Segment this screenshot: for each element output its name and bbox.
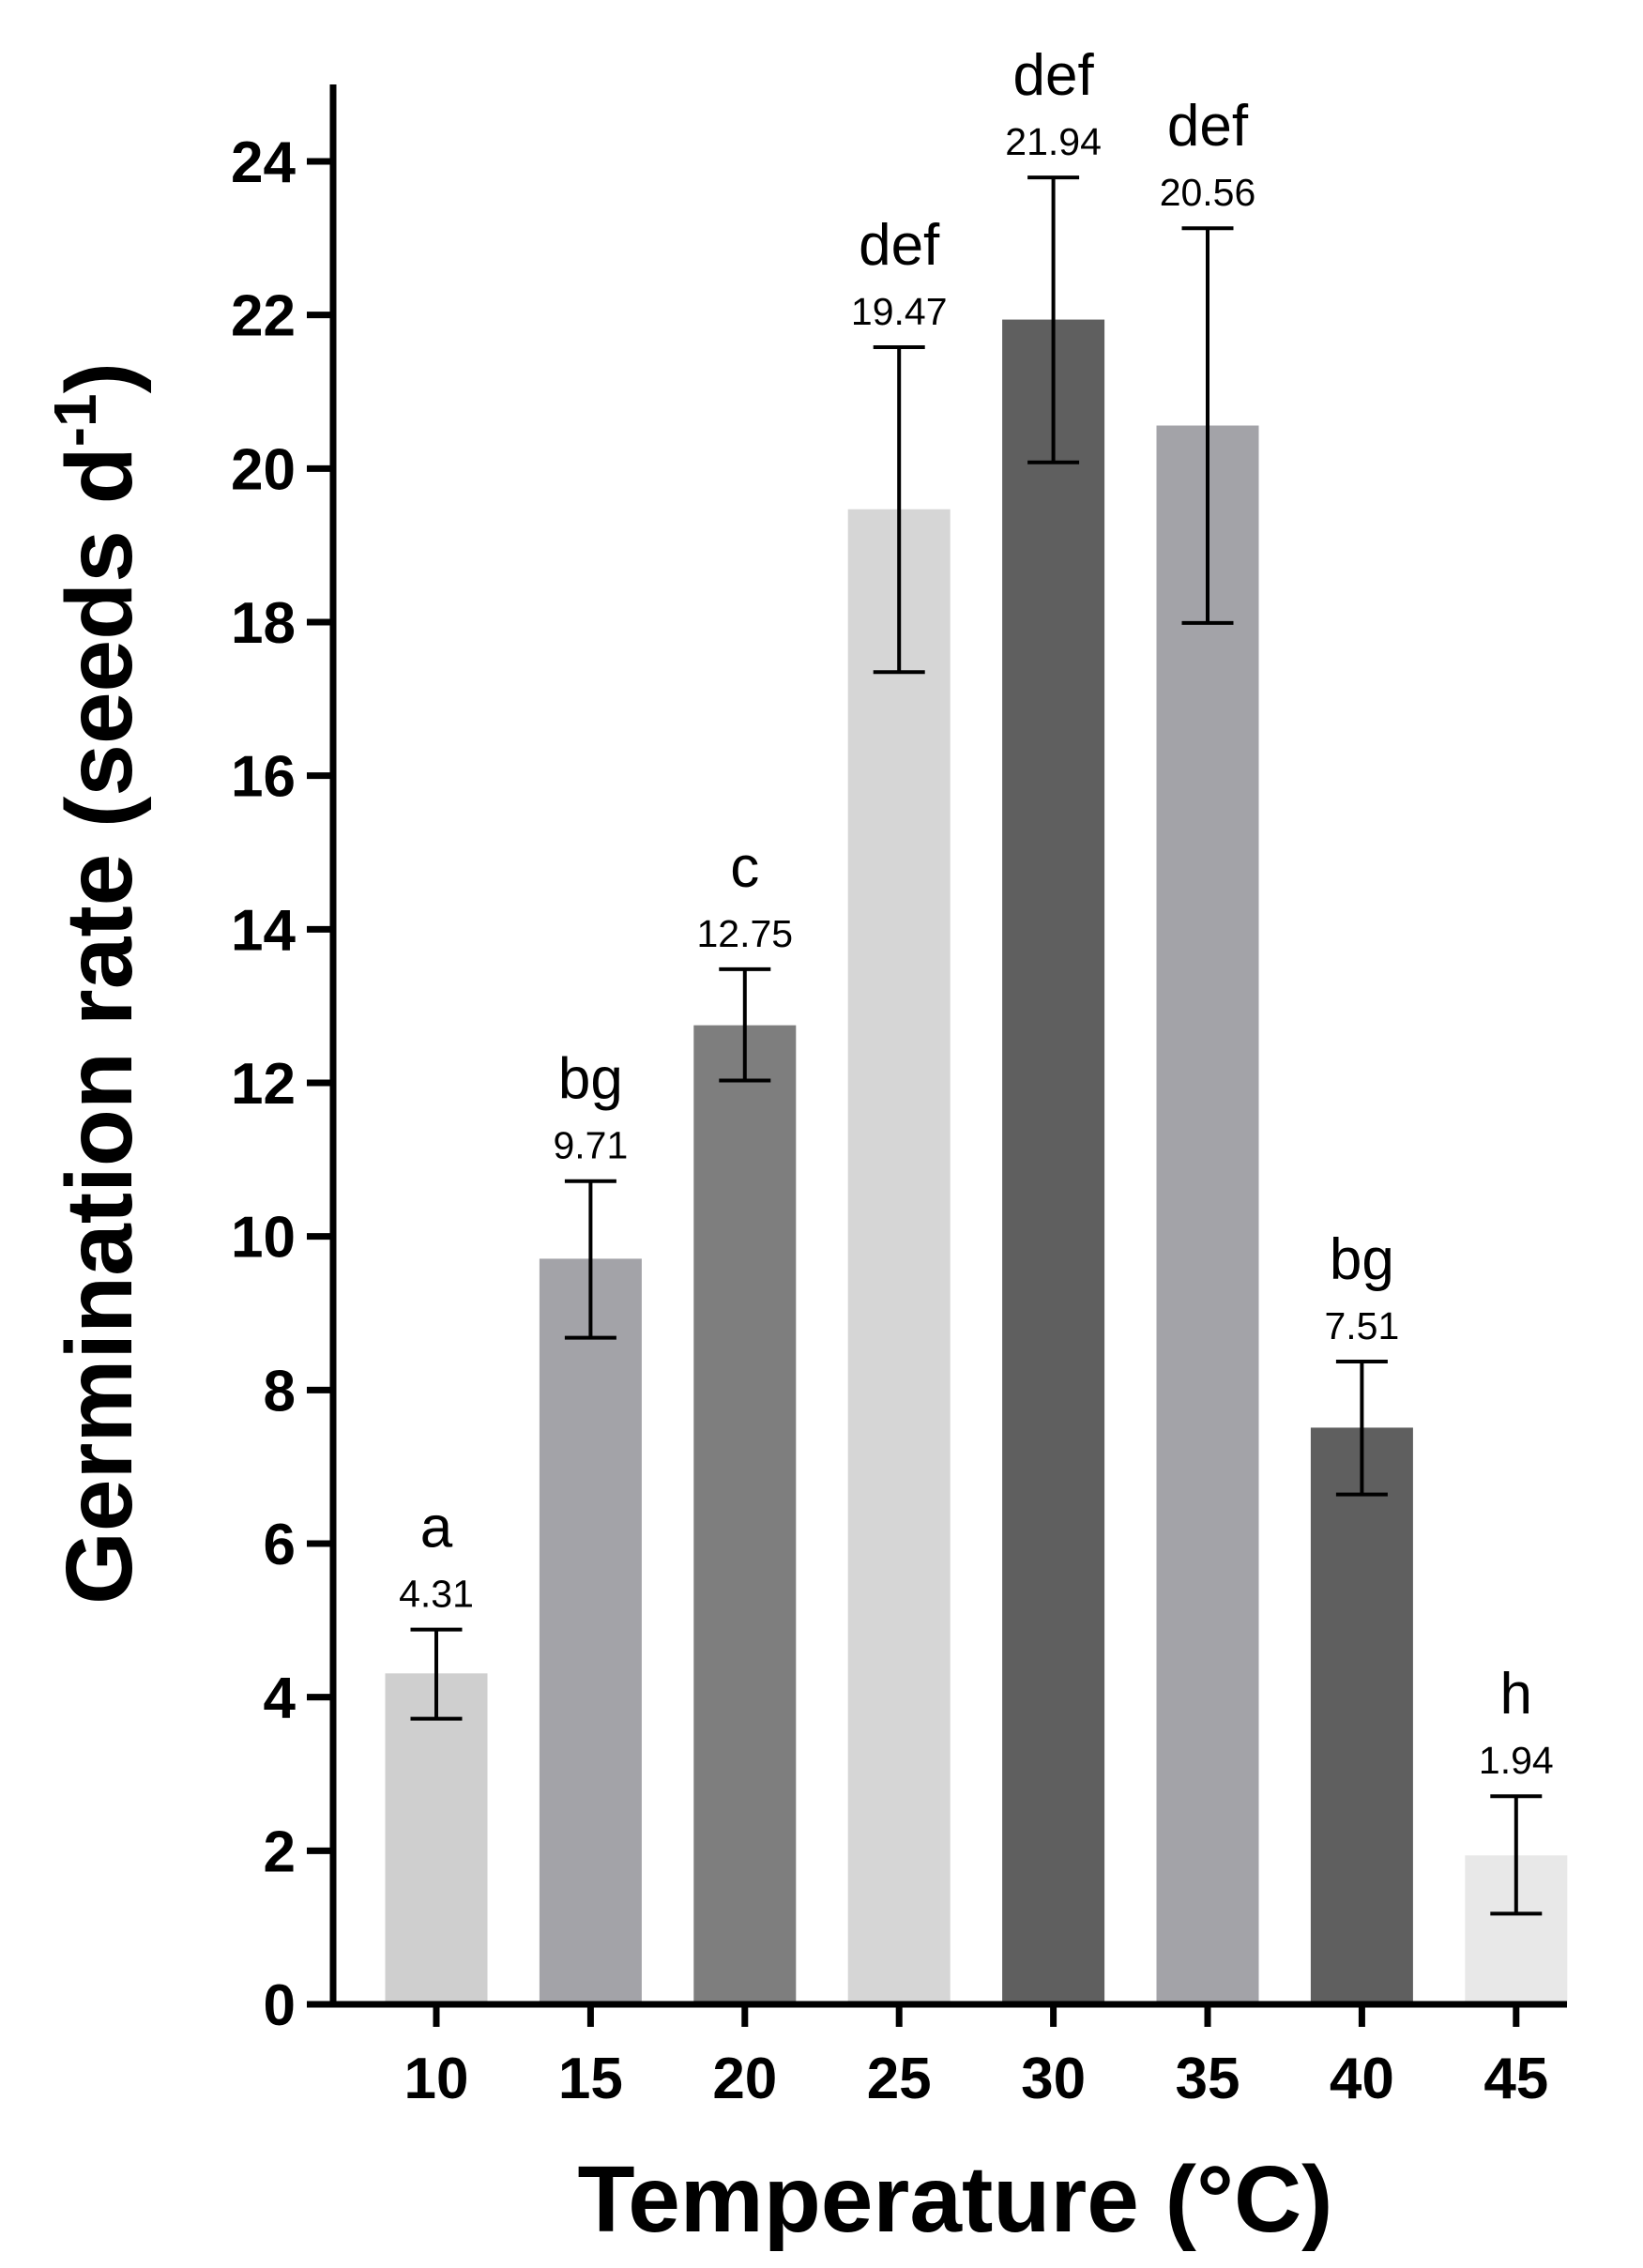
bar: [693, 1025, 797, 2004]
y-tick-label: 24: [231, 130, 296, 195]
significance-letter: a: [420, 1496, 453, 1560]
y-axis-title: Germination rate (seeds d-1): [41, 362, 152, 1605]
x-tick-label: 25: [867, 2047, 932, 2111]
significance-letter: bg: [558, 1047, 623, 1112]
y-tick-label: 4: [264, 1667, 297, 1731]
y-tick-label: 6: [264, 1513, 296, 1577]
bar: [847, 509, 951, 2004]
value-label: 19.47: [851, 290, 948, 333]
error-bars-group: [410, 175, 1543, 1916]
y-axis-title-main: Germination rate (seeds d: [47, 447, 152, 1605]
y-tick-label: 0: [264, 1973, 296, 2038]
x-tick-label: 20: [712, 2047, 777, 2111]
y-tick-label: 10: [231, 1206, 296, 1271]
x-tick-label: 10: [404, 2047, 469, 2111]
significance-letter: c: [730, 835, 759, 900]
bar: [1156, 425, 1259, 2005]
bar: [539, 1258, 642, 2004]
bars-group: [385, 319, 1568, 2005]
significance-letter: def: [1167, 94, 1249, 159]
significance-labels-group: a bg c def def def bg h: [420, 43, 1532, 1727]
y-tick-label: 2: [264, 1819, 296, 1884]
value-label: 7.51: [1324, 1304, 1399, 1347]
y-tick-label: 12: [231, 1052, 296, 1117]
significance-letter: bg: [1330, 1227, 1394, 1292]
bar: [1310, 1427, 1413, 2004]
x-tick-label: 30: [1021, 2047, 1086, 2111]
y-axis-title-superscript: -1: [41, 393, 109, 447]
y-tick-label: 22: [231, 284, 296, 349]
x-tick-label: 40: [1330, 2047, 1394, 2111]
x-ticks-group: 10 15 20 25 30 35 40 45: [404, 2004, 1548, 2111]
y-tick-label: 8: [264, 1359, 296, 1423]
y-axis-title-close: ): [47, 362, 152, 393]
bar: [385, 1673, 488, 2004]
value-labels-group: 4.31 9.71 12.75 19.47 21.94 20.56 7.51 1.94: [399, 120, 1554, 1782]
value-label: 12.75: [696, 912, 793, 955]
y-tick-label: 18: [231, 591, 296, 656]
value-label: 1.94: [1479, 1739, 1554, 1782]
value-label: 4.31: [399, 1573, 474, 1616]
value-label: 21.94: [1005, 120, 1102, 163]
x-tick-label: 15: [558, 2047, 623, 2111]
significance-letter: def: [859, 213, 940, 278]
y-tick-label: 14: [231, 898, 296, 963]
x-tick-label: 45: [1483, 2047, 1548, 2111]
y-tick-label: 20: [231, 437, 296, 502]
significance-letter: def: [1012, 43, 1094, 108]
x-tick-label: 35: [1176, 2047, 1240, 2111]
y-tick-label: 16: [231, 745, 296, 810]
significance-letter: h: [1500, 1662, 1532, 1727]
x-axis-title: Temperature (°C): [578, 2147, 1333, 2252]
value-label: 9.71: [553, 1124, 628, 1167]
bar: [1002, 319, 1105, 2004]
value-label: 20.56: [1160, 171, 1256, 214]
